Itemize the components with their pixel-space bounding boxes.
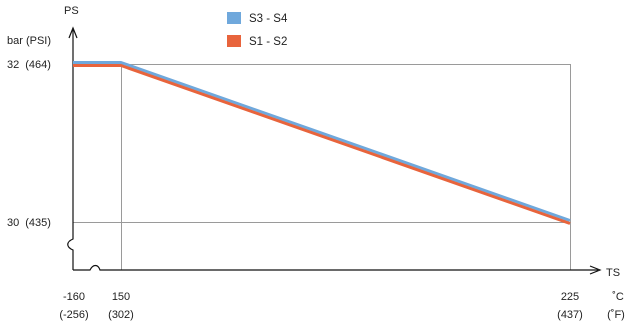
y-tick-labels: 32 (464) 30 (435) (7, 59, 51, 229)
x-tick-label-150: 150 (112, 291, 130, 303)
y-axis-unit: bar (PSI) (7, 35, 51, 47)
legend-label-s3-s4: S3 - S4 (249, 13, 288, 25)
x-tick-sub-minus160: (-256) (59, 309, 88, 321)
x-axis-line (73, 264, 598, 271)
axes (67, 26, 602, 275)
legend-label-s1-s2: S1 - S2 (249, 36, 287, 48)
x-tick-label-minus160: -160 (63, 291, 85, 303)
legend: S3 - S4 S1 - S2 (227, 12, 288, 48)
series-line-s1-s2 (73, 64, 571, 225)
x-axis-symbol: TS (606, 267, 620, 279)
x-axis-unit-fahrenheit: (˚F) (607, 309, 625, 321)
y-tick-label-32: 32 (464) (7, 59, 51, 71)
y-axis-symbol: PS (64, 5, 79, 17)
x-tick-sub-150: (302) (108, 309, 134, 321)
x-tick-sub-225: (437) (557, 309, 583, 321)
x-tick-label-225: 225 (561, 291, 579, 303)
legend-swatch-s1-s2 (227, 35, 241, 47)
x-axis-unit-celsius: ˚C (612, 291, 624, 303)
y-tick-label-30: 30 (435) (7, 217, 51, 229)
series-line-s3-s4 (73, 61, 571, 222)
reference-lines (73, 64, 571, 270)
y-axis-line (67, 30, 74, 270)
series-lines (73, 61, 571, 225)
x-tick-labels: -160 (-256) 150 (302) 225 (437) (59, 291, 583, 321)
x-axis-arrow (589, 265, 602, 275)
legend-swatch-s3-s4 (227, 12, 241, 24)
y-axis-arrow (68, 26, 78, 39)
